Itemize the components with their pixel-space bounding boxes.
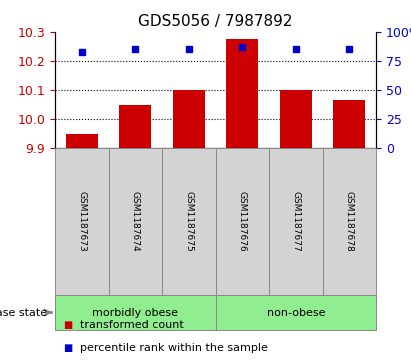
- Text: GSM1187673: GSM1187673: [77, 191, 86, 252]
- Bar: [173, 90, 205, 148]
- Bar: [323, 148, 376, 295]
- Bar: [119, 105, 151, 148]
- Text: disease state: disease state: [0, 307, 47, 318]
- Bar: [226, 39, 258, 148]
- Bar: [109, 148, 162, 295]
- Bar: [333, 100, 365, 148]
- Text: GSM1187678: GSM1187678: [345, 191, 354, 252]
- Bar: [215, 295, 376, 330]
- Bar: [55, 295, 215, 330]
- Text: GSM1187676: GSM1187676: [238, 191, 247, 252]
- Bar: [55, 148, 109, 295]
- Text: ■: ■: [63, 320, 72, 330]
- Text: percentile rank within the sample: percentile rank within the sample: [80, 343, 268, 354]
- Text: GSM1187674: GSM1187674: [131, 191, 140, 252]
- Bar: [269, 148, 323, 295]
- Text: ■: ■: [63, 343, 72, 354]
- Text: non-obese: non-obese: [266, 307, 325, 318]
- Bar: [280, 90, 312, 148]
- Text: transformed count: transformed count: [80, 320, 183, 330]
- Text: morbidly obese: morbidly obese: [92, 307, 178, 318]
- Bar: [66, 134, 98, 148]
- Bar: [215, 148, 269, 295]
- Text: GSM1187675: GSM1187675: [184, 191, 193, 252]
- Title: GDS5056 / 7987892: GDS5056 / 7987892: [138, 15, 293, 29]
- Bar: [162, 148, 215, 295]
- Text: GSM1187677: GSM1187677: [291, 191, 300, 252]
